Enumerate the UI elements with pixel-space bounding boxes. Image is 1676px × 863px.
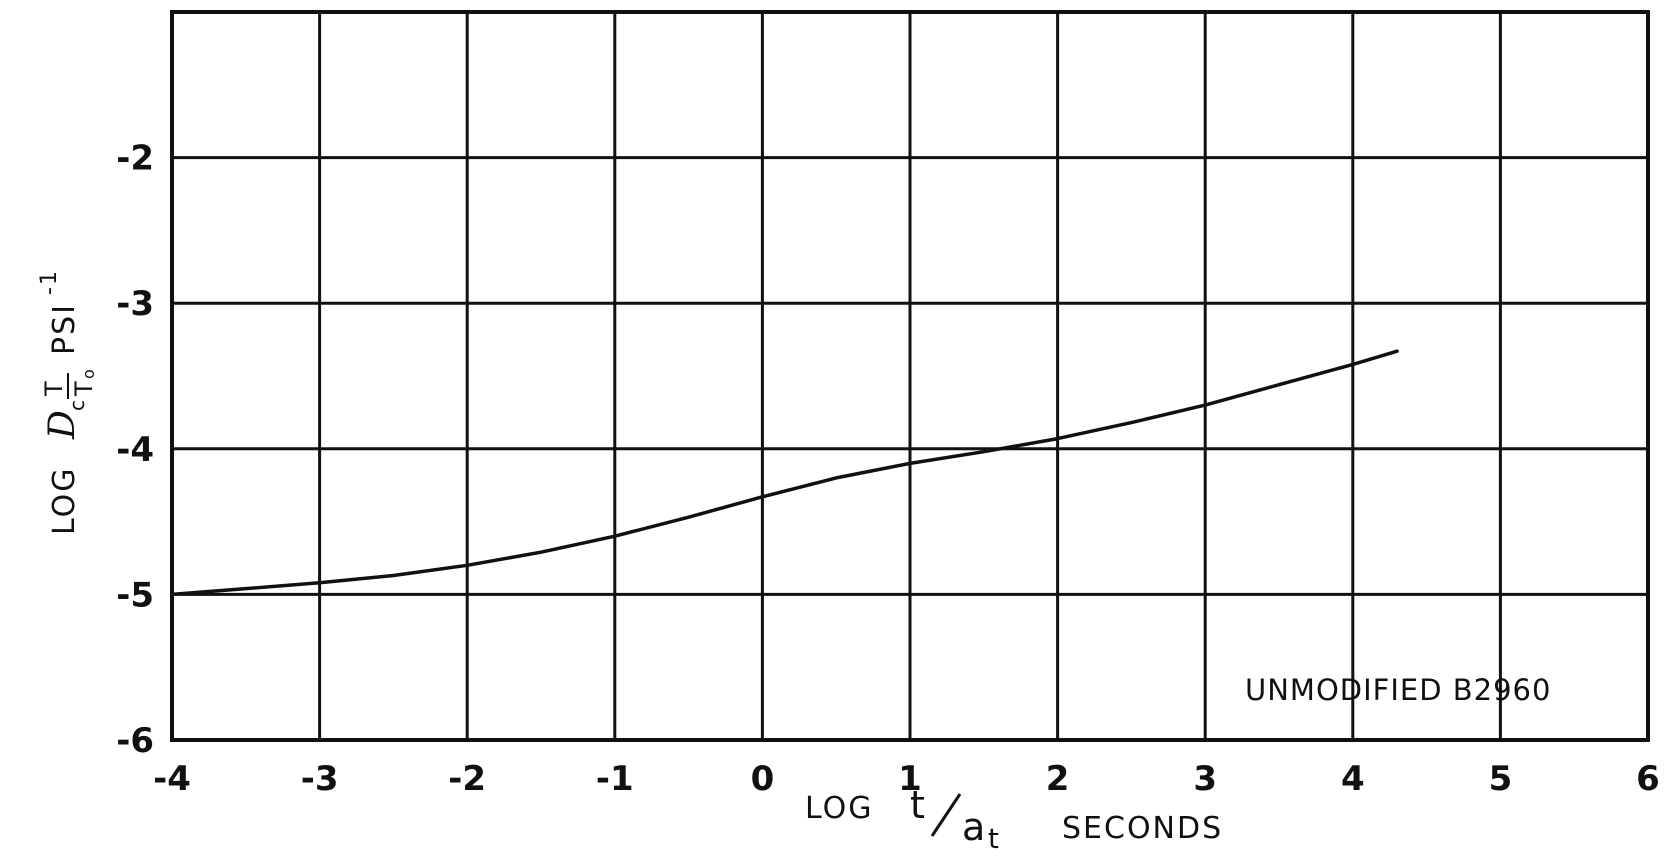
x-label-denominator-sub: t bbox=[988, 822, 1001, 855]
series-line bbox=[170, 349, 1399, 597]
y-label-ratio-top: T bbox=[40, 379, 68, 397]
x-tick-label: 6 bbox=[1636, 759, 1660, 799]
x-tick-label: -3 bbox=[301, 759, 339, 799]
x-label-slash bbox=[930, 793, 962, 837]
x-tick-label: -4 bbox=[153, 759, 191, 799]
y-label-symbol-sub: c bbox=[65, 398, 89, 411]
y-label-prefix: LOG bbox=[47, 466, 82, 535]
y-tick-label: -6 bbox=[116, 721, 154, 761]
x-label-numerator: t bbox=[910, 783, 927, 827]
x-tick-label: -1 bbox=[596, 759, 634, 799]
x-tick-label: 5 bbox=[1489, 759, 1513, 799]
x-label-denominator: a bbox=[962, 805, 987, 849]
x-label-unit: SECONDS bbox=[1062, 811, 1223, 846]
x-label-prefix: LOG bbox=[805, 791, 874, 826]
y-label-unit-exp: -1 bbox=[37, 269, 62, 295]
y-tick-label: -4 bbox=[116, 430, 154, 470]
y-tick-label: -2 bbox=[116, 139, 154, 179]
x-tick-label: 2 bbox=[1046, 759, 1070, 799]
plot-frame bbox=[170, 10, 1650, 742]
x-tick-label: 1 bbox=[898, 759, 922, 799]
x-tick-label: 0 bbox=[751, 759, 775, 799]
x-tick-label: 4 bbox=[1341, 759, 1365, 799]
y-label-symbol: D bbox=[42, 408, 83, 440]
grid bbox=[172, 12, 1648, 740]
y-label-ratio-bottom-sub: o bbox=[79, 367, 98, 379]
y-tick-label: -3 bbox=[116, 284, 154, 324]
x-tick-label: -2 bbox=[448, 759, 486, 799]
series-layer bbox=[170, 349, 1399, 597]
y-label-unit: PSI bbox=[47, 303, 82, 355]
x-axis-label: LOG t a t SECONDS bbox=[805, 783, 1223, 855]
y-axis-label: LOG D c T T o PSI -1 bbox=[37, 269, 98, 535]
y-label-ratio-bottom: T bbox=[70, 379, 98, 397]
y-tick-label: -5 bbox=[116, 575, 154, 615]
x-tick-labels: -4 -3 -2 -1 0 1 2 3 4 5 6 bbox=[153, 759, 1660, 799]
chart-annotation: UNMODIFIED B2960 bbox=[1245, 673, 1551, 707]
x-tick-label: 3 bbox=[1193, 759, 1217, 799]
y-tick-labels: -2 -3 -4 -5 -6 bbox=[116, 139, 154, 761]
